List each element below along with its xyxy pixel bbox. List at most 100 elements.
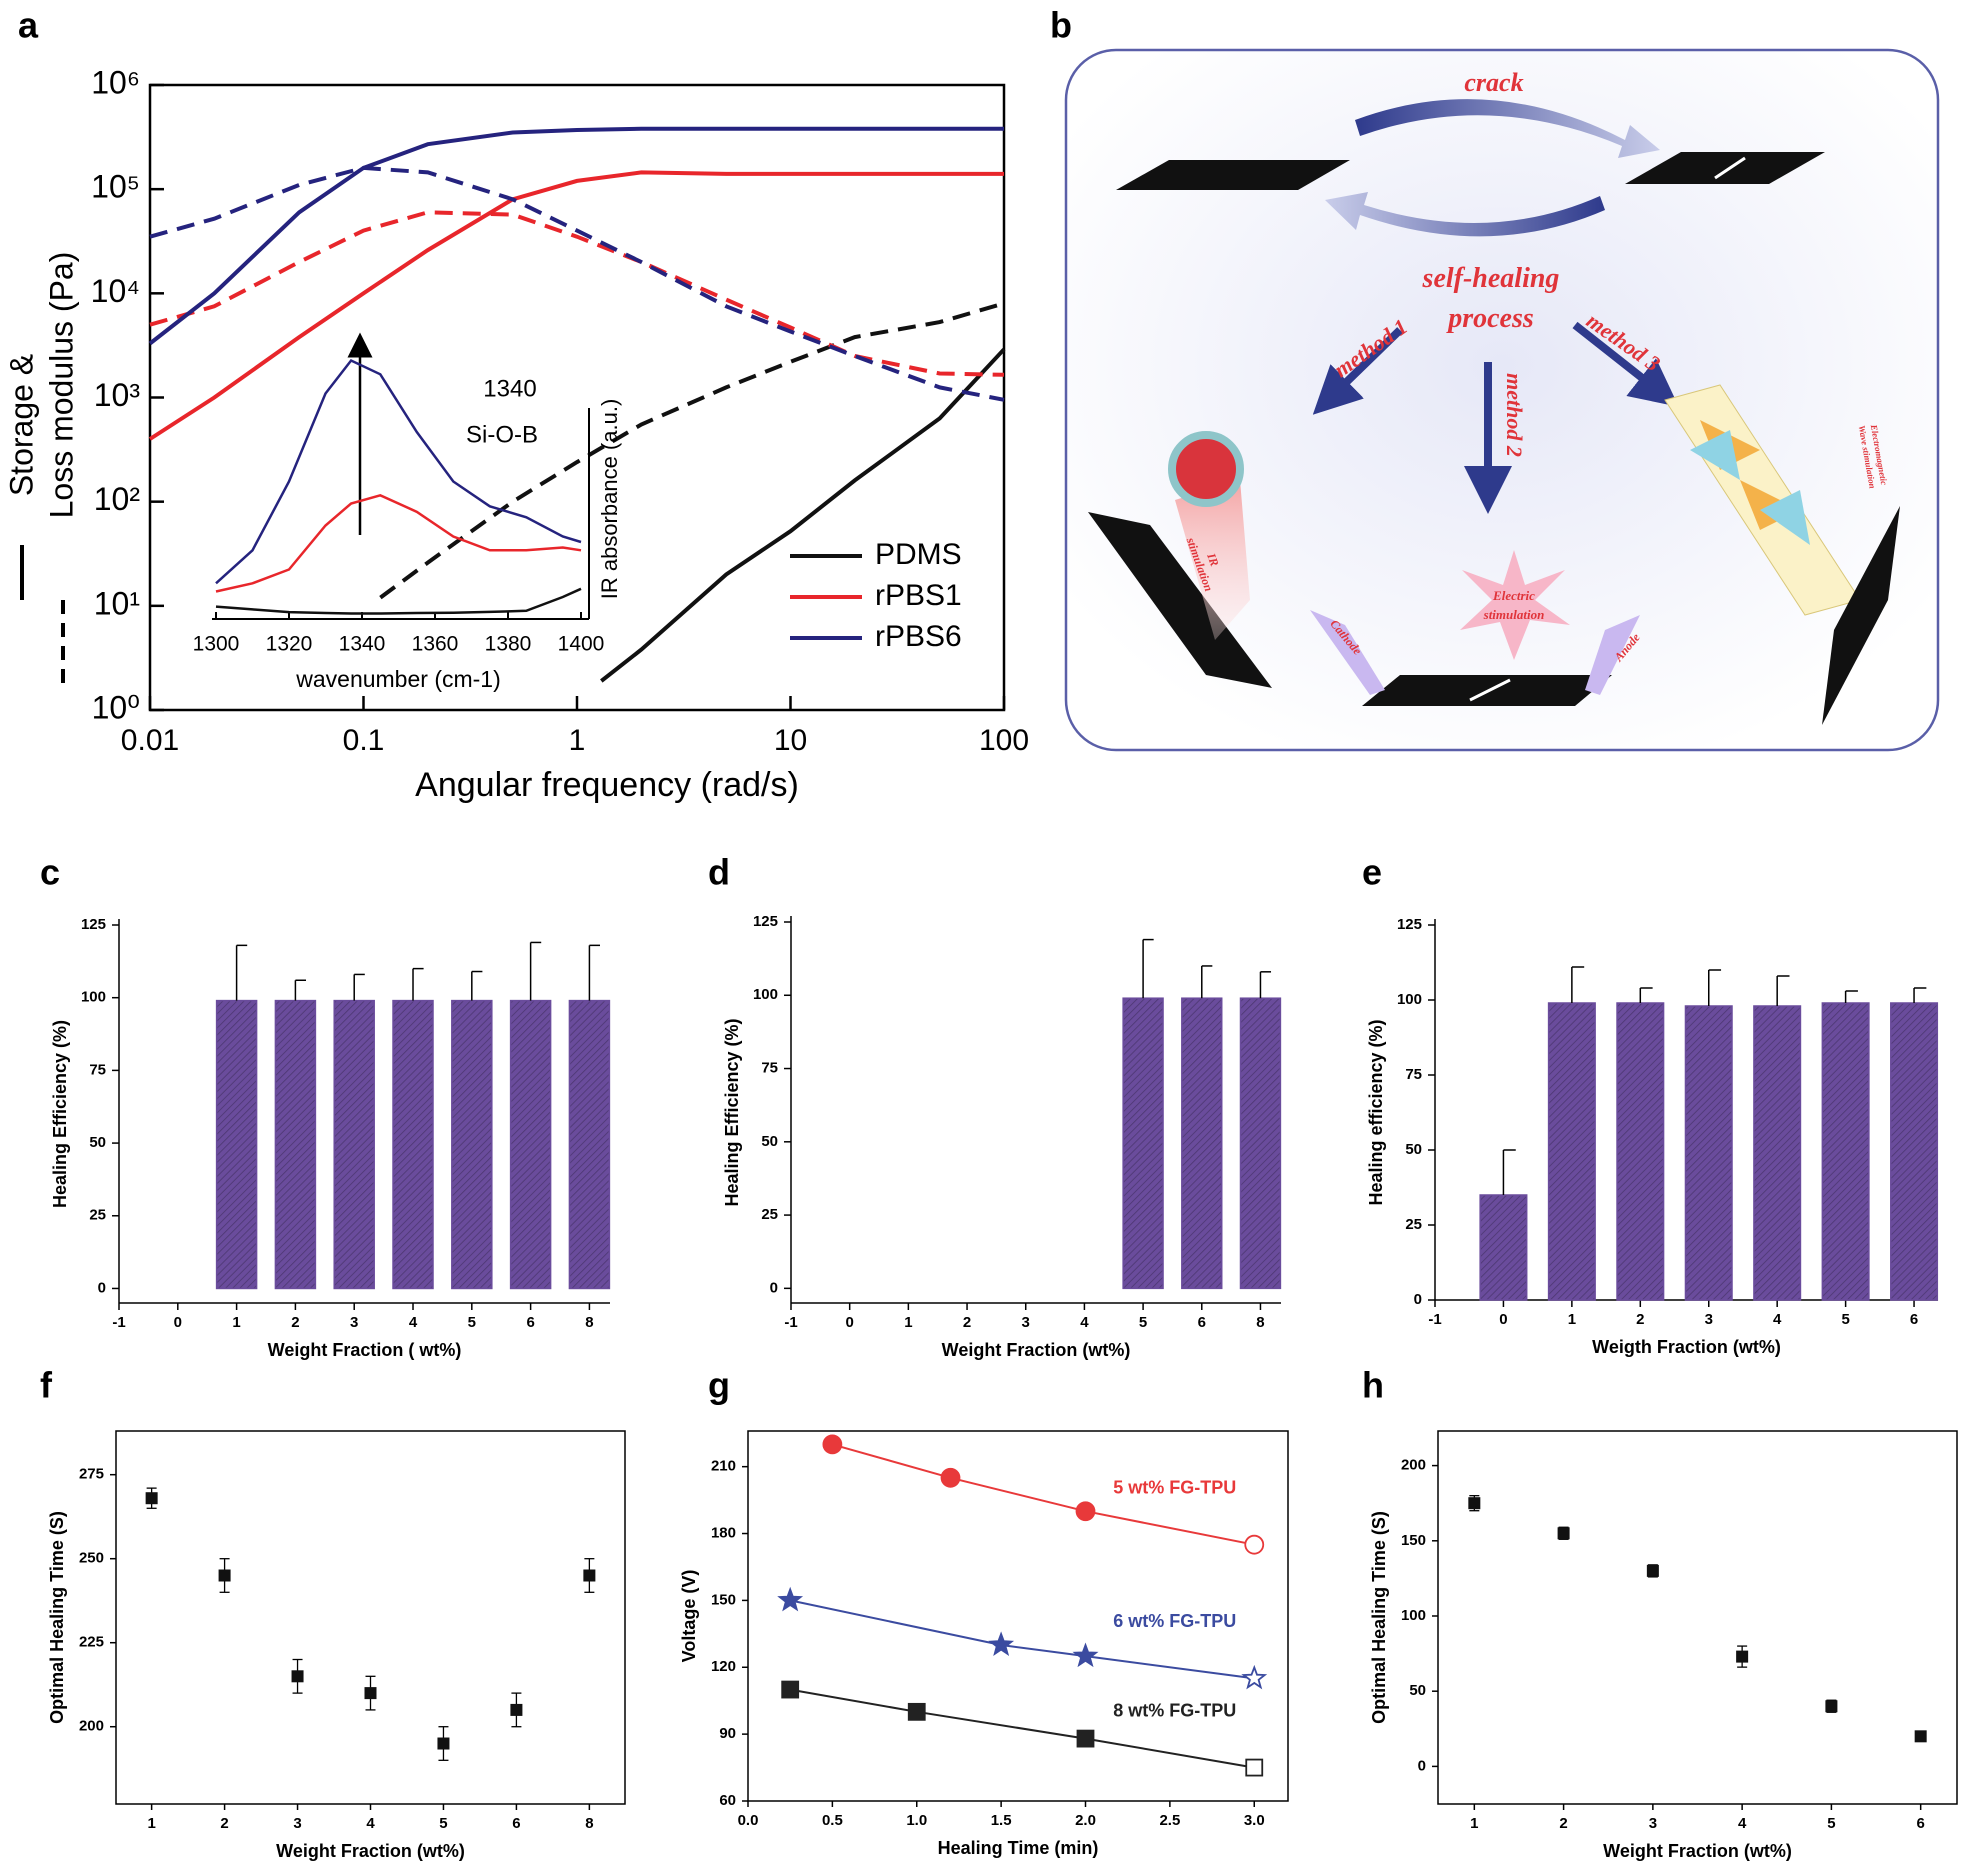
bar (509, 999, 552, 1290)
y-tick-label: 180 (711, 1524, 736, 1541)
y-tick-label: 150 (711, 1591, 736, 1608)
bar (1479, 1194, 1528, 1301)
point (1557, 1527, 1570, 1540)
y-tick-label: 120 (711, 1658, 736, 1675)
center-line: process (1446, 303, 1534, 334)
x-tick-label: 6 (526, 1314, 534, 1331)
y-tick-label: 225 (79, 1634, 104, 1651)
inset-x-tick-label: 1380 (485, 633, 532, 656)
y-axis-label: Healing Efficiency (%) (722, 1018, 742, 1206)
inset-annotation: 1340 (483, 375, 536, 402)
bar (568, 999, 611, 1290)
center-label: self-healing process (1422, 263, 1560, 334)
x-tick-label: 0.1 (343, 724, 385, 757)
y-tick-label: 10⁶ (91, 64, 140, 100)
y-tick-label: 10⁴ (91, 273, 140, 309)
y-tick-label: 90 (719, 1725, 736, 1742)
bar (1547, 1002, 1596, 1301)
x-tick-label: 3 (1022, 1314, 1030, 1331)
y-axis-label: Storage & (3, 354, 39, 496)
y-tick-label: 10⁵ (91, 169, 140, 205)
ir-line: IR (1204, 550, 1222, 568)
electric-label: Electric stimulation (1483, 588, 1545, 622)
panel-letter: d (708, 852, 730, 893)
point (1072, 1642, 1099, 1668)
x-tick-label: 6 (512, 1815, 520, 1832)
method-arrow (1572, 321, 1679, 407)
panel-letter: c (40, 852, 60, 893)
inset-x-tick-label: 1300 (193, 633, 240, 656)
y-tick-label: 0 (1414, 1291, 1422, 1308)
method-arrow (1312, 327, 1403, 415)
y-tick-label: 10⁰ (92, 689, 140, 725)
x-tick-label: 0.01 (121, 724, 179, 757)
ir-lamp (1168, 431, 1244, 507)
y-tick-label: 50 (761, 1133, 778, 1150)
x-tick-label: 1.0 (906, 1812, 927, 1829)
inset-x-tick-label: 1360 (412, 633, 459, 656)
wave (1690, 430, 1740, 480)
bar (1753, 1005, 1802, 1301)
storage-line (600, 347, 1006, 683)
x-tick-label: -1 (784, 1314, 797, 1331)
bar (1181, 997, 1223, 1290)
plot-frame (148, 83, 1006, 712)
x-axis-label: Angular frequency (rad/s) (415, 766, 799, 804)
spark (1460, 550, 1570, 660)
sheet-intact (1116, 160, 1350, 190)
x-tick-label: 1 (569, 724, 586, 757)
y-tick-label: 10¹ (94, 585, 140, 621)
y-tick-label: 100 (81, 989, 106, 1006)
panel-letter: b (1050, 5, 1072, 46)
x-tick-label: 8 (1256, 1314, 1264, 1331)
x-tick-label: 1 (147, 1815, 155, 1832)
x-tick-label: 3 (350, 1314, 358, 1331)
inset-line (215, 587, 582, 615)
sheet-cracked (1625, 152, 1825, 184)
panel-letter: e (1362, 852, 1382, 893)
y-tick-label: 125 (1397, 916, 1422, 933)
x-tick-label: 8 (585, 1815, 593, 1832)
x-tick-label: 1.5 (991, 1812, 1012, 1829)
method-label: method 2 (1502, 373, 1527, 457)
x-tick-label: 3 (293, 1815, 301, 1832)
x-tick-label: 100 (979, 724, 1029, 757)
y-tick-label: 50 (1409, 1682, 1426, 1699)
loss-line (149, 210, 1005, 377)
x-axis-label: Weight Fraction (wt%) (1603, 1841, 1792, 1861)
series-line (832, 1443, 1255, 1546)
inset-x-tick-label: 1320 (266, 633, 313, 656)
series-label: 8 wt% FG-TPU (1113, 1700, 1236, 1720)
x-tick-label: 0 (1499, 1311, 1507, 1328)
x-tick-label: 1 (1470, 1815, 1478, 1832)
sheet-ir (1088, 512, 1272, 688)
x-tick-label: 2.5 (1159, 1812, 1180, 1829)
x-tick-label: 5 (439, 1815, 447, 1832)
x-tick-label: 0 (846, 1314, 854, 1331)
bar (333, 999, 375, 1290)
electric-line: stimulation (1483, 607, 1545, 622)
point (1075, 1501, 1096, 1522)
x-axis-label: Healing Time (min) (938, 1838, 1099, 1858)
x-tick-label: 2 (963, 1314, 971, 1331)
y-axis-label: Optimal Healing Time (S) (1369, 1511, 1389, 1724)
point (437, 1737, 450, 1750)
point (364, 1687, 377, 1700)
y-tick-label: 100 (1401, 1607, 1426, 1624)
inset-line (215, 493, 582, 593)
point (291, 1670, 304, 1683)
point (1825, 1700, 1838, 1713)
y-tick-label: 210 (711, 1458, 736, 1475)
ir-cone (1175, 480, 1250, 640)
inset-x-label: wavenumber (cm-1) (295, 666, 501, 692)
point (1914, 1730, 1927, 1743)
plot-frame (115, 1430, 626, 1805)
crack-line (1714, 156, 1746, 180)
y-tick-label: 150 (1401, 1532, 1426, 1549)
bar (392, 999, 434, 1290)
y-tick-label: 75 (89, 1061, 106, 1078)
plot-frame (747, 1430, 1289, 1802)
point (1241, 1664, 1268, 1690)
y-tick-label: 200 (1401, 1457, 1426, 1474)
